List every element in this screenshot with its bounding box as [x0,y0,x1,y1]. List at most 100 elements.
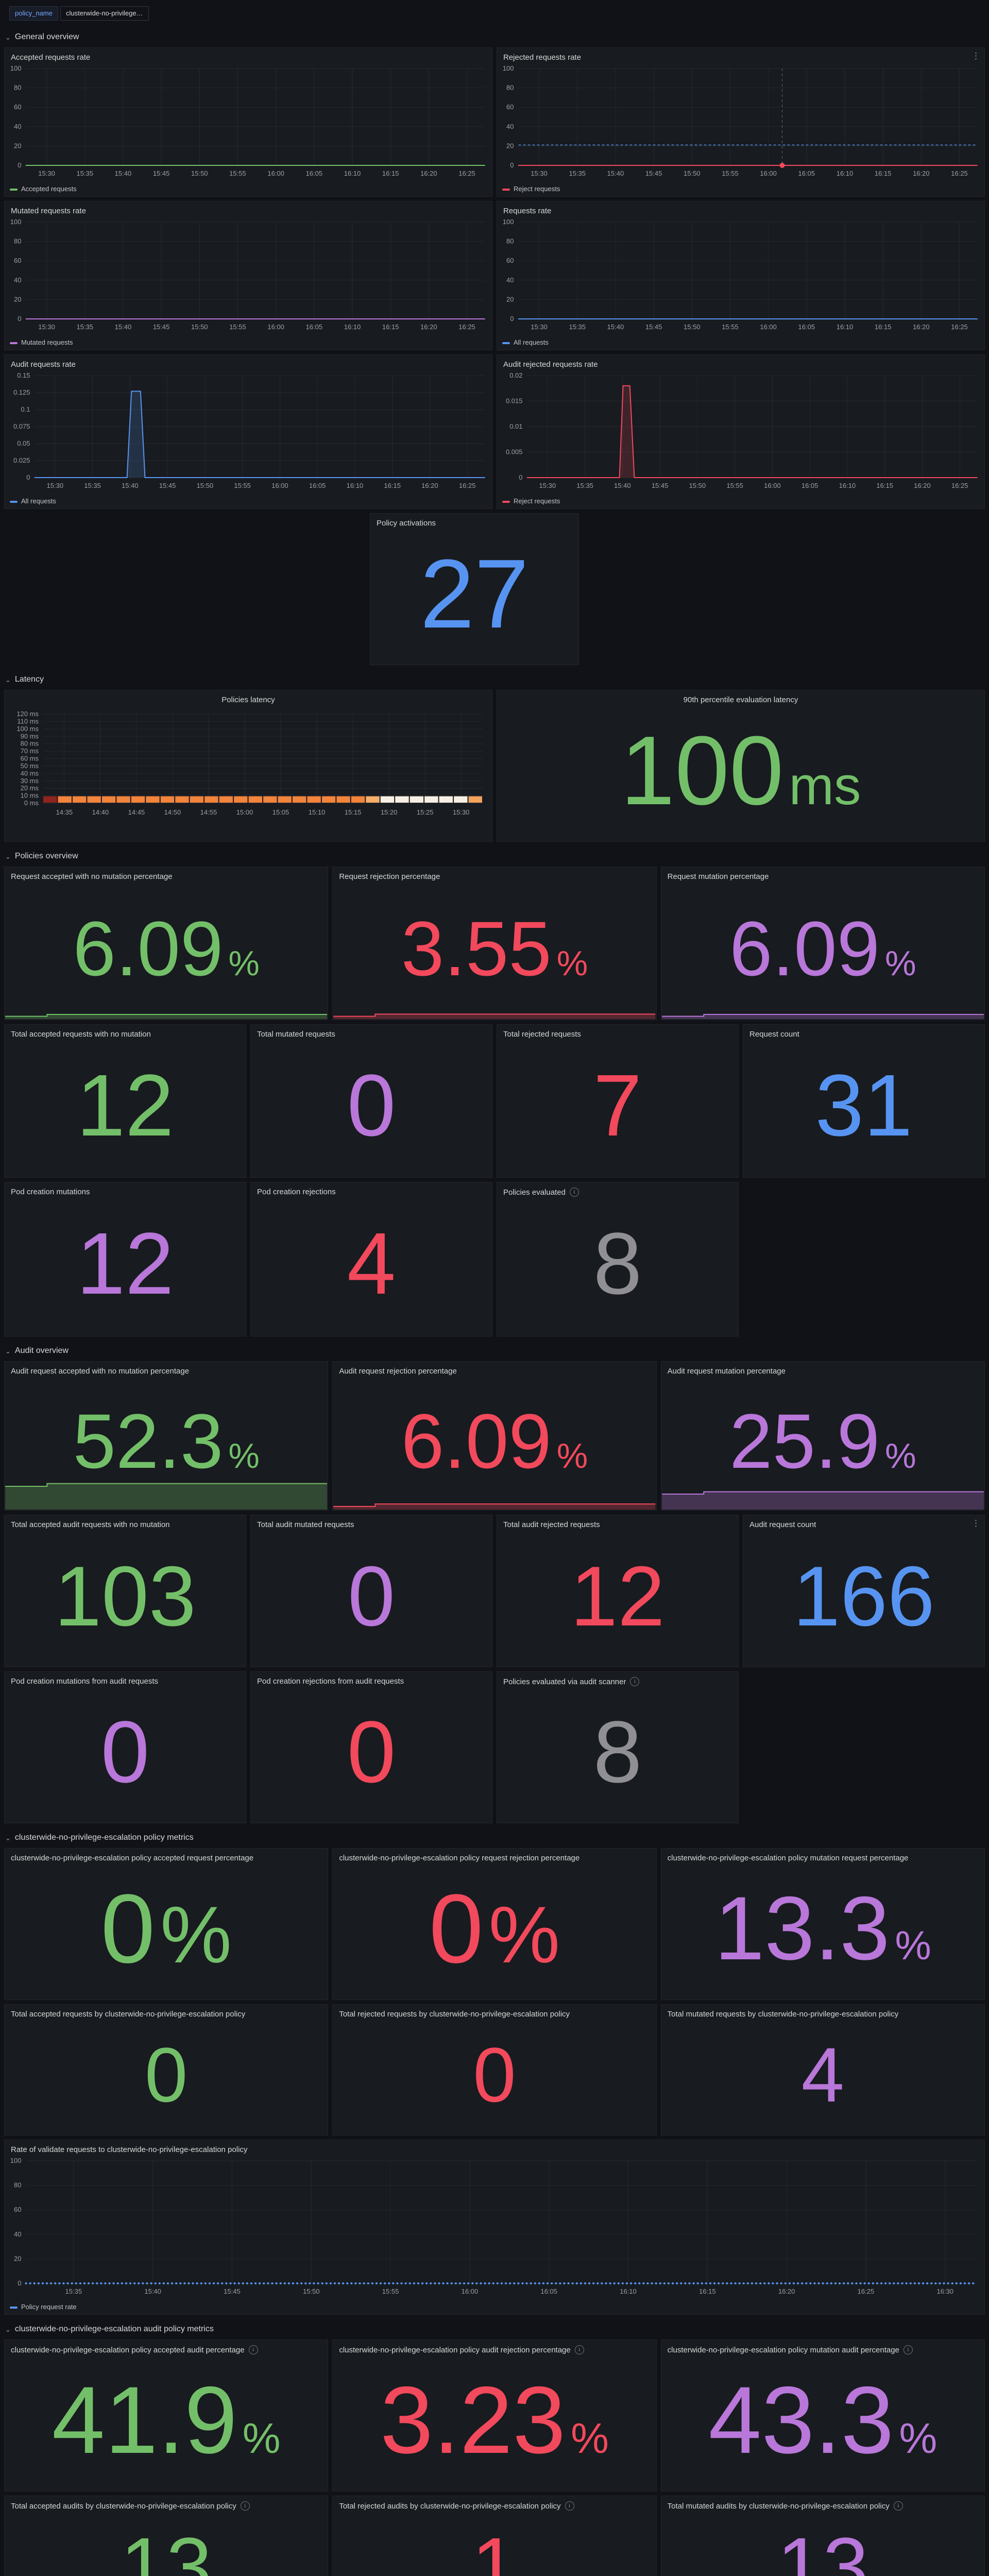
section-latency[interactable]: ⌄ Latency [4,669,985,690]
legend-series-color [502,500,510,503]
sparkline [661,1472,984,1510]
stat-panel: Policies evaluated via audit scanner i 8 [497,1671,739,1823]
svg-text:15:50: 15:50 [689,482,706,489]
svg-text:15:00: 15:00 [236,808,253,816]
stat-value: 3.23 [380,2367,566,2473]
svg-text:0.05: 0.05 [17,439,30,447]
svg-text:60: 60 [14,103,21,111]
svg-text:100: 100 [10,2157,22,2164]
svg-text:0: 0 [18,2279,21,2287]
stat-value: 6.09 [73,905,224,992]
svg-text:16:00: 16:00 [271,482,288,489]
stat-panel: 90th percentile evaluation latency 100 ms [497,690,985,842]
stat-value: 52.3 [73,1397,224,1484]
svg-text:16:25: 16:25 [951,323,968,331]
svg-text:100: 100 [10,218,22,226]
svg-text:60: 60 [506,257,514,264]
stat-unit: % [242,2414,281,2462]
stat-unit: % [556,1436,588,1476]
dashboard-topbar: policy_name clusterwide-no-privilege-esc… [4,0,985,27]
stat-value: 25.9 [729,1397,880,1484]
svg-text:16:25: 16:25 [858,2287,875,2295]
policy-metrics-totals: Total accepted requests by clusterwide-n… [4,2004,985,2136]
svg-text:0: 0 [18,315,21,323]
legend-item[interactable]: Mutated requests [10,338,73,346]
section-policy-metrics[interactable]: ⌄ clusterwide-no-privilege-escalation po… [4,1827,985,1848]
section-policies-overview[interactable]: ⌄ Policies overview [4,846,985,867]
svg-text:15:35: 15:35 [84,482,101,489]
stat-panel: Total accepted requests with no mutation… [4,1024,246,1178]
panel-title: Accepted requests rate [11,53,91,62]
stat-value: 4 [347,1215,396,1313]
stat-value: 0 [348,1548,395,1643]
svg-text:16:15: 16:15 [384,482,401,489]
sparkline [5,1472,328,1510]
svg-text:15:55: 15:55 [722,170,739,177]
panel-title: Total accepted requests with no mutation [11,1030,151,1039]
section-audit-policy-metrics[interactable]: ⌄ clusterwide-no-privilege-escalation au… [4,2319,985,2340]
panel-title: Pod creation mutations from audit reques… [11,1677,158,1686]
legend-item[interactable]: All requests [502,338,549,346]
svg-text:14:35: 14:35 [56,808,73,816]
svg-text:15:15: 15:15 [345,808,362,816]
svg-text:15:30: 15:30 [531,323,548,331]
stat-value: 27 [420,539,529,649]
svg-text:16:05: 16:05 [798,170,815,177]
svg-text:60: 60 [14,2206,21,2213]
kebab-menu-icon[interactable]: ⋮ [971,51,980,61]
stat-panel: Total accepted requests by clusterwide-n… [4,2004,329,2136]
svg-text:20 ms: 20 ms [21,784,39,792]
legend-item[interactable]: Accepted requests [10,185,77,193]
svg-text:15:30: 15:30 [453,808,470,816]
stat-value: 0 [347,1703,396,1801]
kebab-menu-icon[interactable]: ⋮ [971,1518,980,1528]
stat-unit: % [556,943,588,983]
legend-series-color [10,188,18,191]
legend-series-color [10,2306,18,2309]
svg-text:16:20: 16:20 [914,482,931,489]
stat-value: 6.09 [401,1397,552,1484]
legend-item[interactable]: Reject requests [502,185,560,193]
svg-text:15:55: 15:55 [229,170,246,177]
stat-panel: Total rejected requests by clusterwide-n… [332,2004,657,2136]
svg-text:15:35: 15:35 [76,323,93,331]
stat-value: 0 [100,1703,150,1801]
stat-unit: % [885,1436,916,1476]
svg-text:15:50: 15:50 [191,170,208,177]
legend-item[interactable]: All requests [10,497,56,505]
panel-title: Total accepted audits by clusterwide-no-… [11,2501,236,2511]
stat-panel: Total mutated audits by clusterwide-no-p… [660,2496,985,2576]
variable-value-dropdown[interactable]: clusterwide-no-privilege-esc... [60,6,149,21]
svg-text:16:15: 16:15 [875,323,892,331]
info-icon: i [248,2345,258,2354]
svg-text:16:15: 16:15 [699,2287,716,2295]
panel-title: Audit request mutation percentage [667,1367,786,1376]
svg-text:15:45: 15:45 [645,323,662,331]
svg-text:16:10: 16:10 [837,323,854,331]
svg-text:16:00: 16:00 [760,170,777,177]
svg-text:15:40: 15:40 [614,482,631,489]
svg-text:16:10: 16:10 [347,482,364,489]
chevron-down-icon: ⌄ [5,1834,11,1842]
stat-panel: clusterwide-no-privilege-escalation poli… [4,1848,329,2000]
svg-text:15:30: 15:30 [38,170,55,177]
stat-panel: Total rejected audits by clusterwide-no-… [332,2496,657,2576]
svg-text:15:20: 15:20 [381,808,398,816]
svg-text:0: 0 [26,473,30,481]
legend-item[interactable]: Policy request rate [10,2303,77,2311]
legend-item[interactable]: Reject requests [502,497,560,505]
section-audit-overview[interactable]: ⌄ Audit overview [4,1341,985,1361]
panel-title: Total rejected audits by clusterwide-no-… [339,2501,561,2511]
stat-panel: clusterwide-no-privilege-escalation poli… [660,2340,985,2492]
panel-title: Total mutated requests by clusterwide-no… [667,2010,899,2019]
stat-unit: ms [789,756,861,817]
panel-title: clusterwide-no-privilege-escalation poli… [667,2345,899,2354]
section-general-overview[interactable]: ⌄ General overview [4,27,985,47]
chart-legend: Accepted requests [10,185,77,193]
svg-text:80: 80 [506,84,514,92]
svg-text:15:10: 15:10 [309,808,326,816]
panel-rejected-requests-rate: Rejected requests rate ⋮ 0 20 40 60 80 100 15:30… [497,47,985,197]
legend-label: Policy request rate [21,2303,77,2311]
svg-text:16:25: 16:25 [951,170,968,177]
